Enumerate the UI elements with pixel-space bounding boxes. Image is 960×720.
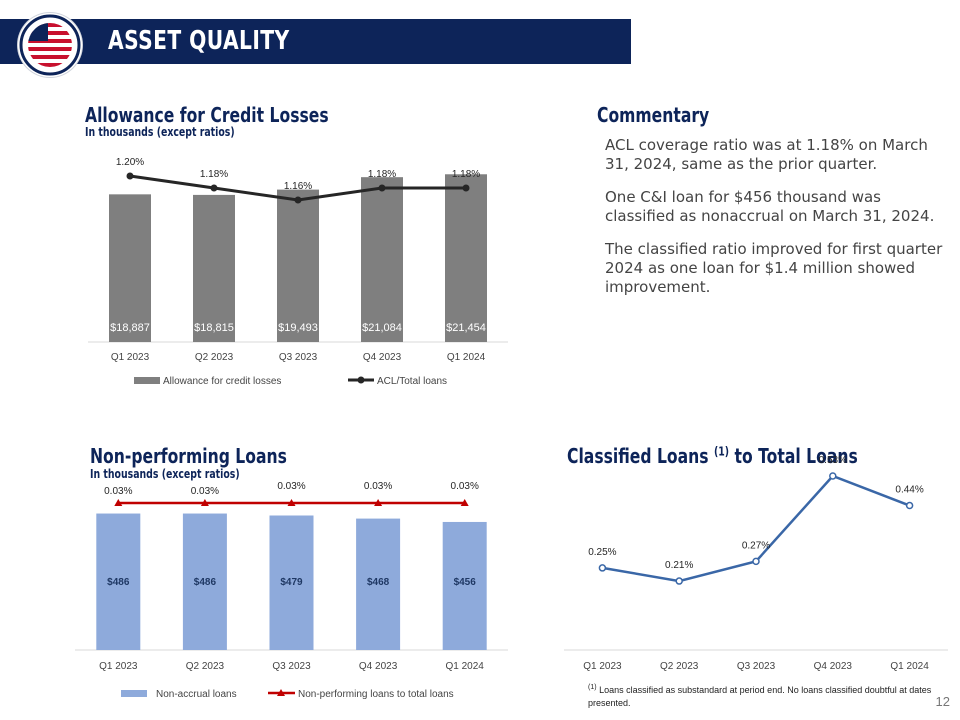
acl-bar [445, 174, 487, 342]
npl-bar-label: $486 [194, 577, 217, 588]
acl-legend-bar-label: Allowance for credit losses [163, 376, 281, 387]
npl-x-tick-label: Q4 2023 [359, 661, 398, 672]
classified-line [602, 474, 911, 583]
acl-bar-label: $19,493 [278, 322, 318, 334]
classified-x-tick-label: Q3 2023 [737, 661, 776, 672]
acl-chart-subtitle: In thousands (except ratios) [85, 125, 235, 139]
classified-x-tick-label: Q2 2023 [660, 661, 699, 672]
acl-x-tick-label: Q1 2024 [447, 352, 486, 363]
classified-point [598, 564, 607, 572]
acl-ratio-label: 1.16% [284, 181, 312, 192]
npl-ratio-point [374, 499, 383, 506]
npl-x-tick-label: Q2 2023 [186, 661, 225, 672]
classified-point-label: 0.25% [588, 547, 616, 558]
classified-point [752, 557, 760, 566]
npl-bar [269, 515, 314, 650]
acl-ratio-line [129, 174, 466, 202]
npl-bar-label: $479 [280, 577, 303, 588]
acl-legend-line-label: ACL/Total loans [377, 376, 447, 387]
npl-ratio-point [114, 499, 123, 506]
npl-chart-title: Non-performing Loans [90, 444, 287, 468]
classified-title-footnote-marker: (1) [713, 444, 730, 459]
npl-bar-label: $468 [367, 577, 390, 588]
header-bar [0, 19, 631, 64]
classified-point-label: 0.44% [895, 485, 923, 496]
acl-bar [277, 189, 319, 342]
npl-legend-line-marker [277, 689, 285, 696]
footnote-text: Loans classified as substandard at perio… [588, 685, 932, 708]
npl-x-tick-label: Q3 2023 [272, 661, 311, 672]
npl-bar [96, 513, 141, 650]
classified-point [905, 501, 914, 510]
acl-ratio-point [378, 184, 386, 192]
npl-bar [182, 513, 227, 650]
npl-bar [356, 518, 401, 650]
acl-ratio-label: 1.18% [452, 169, 480, 180]
commentary-paragraph: The classified ratio improved for first … [605, 240, 943, 296]
footnote-marker: (1) [588, 684, 597, 691]
npl-ratio-label: 0.03% [451, 481, 479, 492]
acl-x-tick-label: Q2 2023 [195, 352, 234, 363]
commentary-paragraph: One C&I loan for $456 thousand was class… [605, 188, 935, 225]
acl-bar-label: $21,454 [446, 322, 486, 334]
classified-x-tick-label: Q4 2023 [814, 661, 853, 672]
footnote: (1) Loans classified as substandard at p… [588, 681, 933, 710]
npl-ratio-point [460, 499, 469, 506]
npl-ratio-point [200, 499, 209, 506]
page-title: ASSET QUALITY [108, 26, 290, 56]
npl-legend-bar-label: Non-accrual loans [156, 689, 237, 700]
npl-bar [442, 521, 487, 650]
acl-legend-bar-swatch [134, 377, 160, 384]
page-number: 12 [935, 694, 950, 709]
acl-bar-label: $18,887 [110, 322, 150, 334]
commentary-title: Commentary [597, 103, 710, 127]
npl-ratio-label: 0.03% [277, 481, 305, 492]
npl-x-tick-label: Q1 2024 [446, 661, 485, 672]
classified-point-label: 0.21% [665, 560, 693, 571]
npl-ratio-label: 0.03% [104, 486, 132, 497]
acl-ratio-point [462, 184, 470, 192]
npl-ratio-point [287, 499, 296, 506]
acl-chart-title: Allowance for Credit Losses [85, 103, 329, 127]
npl-ratio-label: 0.03% [191, 486, 219, 497]
classified-chart-title: Classified Loans (1) to Total Loans [567, 444, 858, 468]
npl-legend-line-label: Non-performing loans to total loans [298, 689, 454, 700]
classified-x-tick-label: Q1 2024 [890, 661, 929, 672]
npl-bar-label: $486 [107, 577, 130, 588]
npl-ratio-label: 0.03% [364, 481, 392, 492]
classified-title-end: to Total Loans [729, 444, 858, 468]
acl-x-tick-label: Q1 2023 [111, 352, 150, 363]
acl-bar [193, 194, 235, 342]
commentary-paragraph: ACL coverage ratio was at 1.18% on March… [605, 136, 928, 173]
acl-x-tick-label: Q4 2023 [363, 352, 402, 363]
acl-bar [109, 194, 151, 342]
classified-point [675, 577, 683, 585]
classified-x-tick-label: Q1 2023 [583, 661, 622, 672]
acl-bar-label: $18,815 [194, 322, 234, 334]
acl-bar [361, 177, 403, 342]
acl-ratio-label: 1.18% [200, 169, 228, 180]
npl-chart-subtitle: In thousands (except ratios) [90, 467, 240, 481]
npl-bar-label: $456 [454, 577, 477, 588]
classified-title-main: Classified Loans [567, 444, 714, 468]
acl-bar-label: $21,084 [362, 322, 402, 334]
classified-point [829, 472, 837, 480]
acl-ratio-label: 1.20% [116, 157, 144, 168]
npl-x-tick-label: Q1 2023 [99, 661, 138, 672]
acl-legend-line-marker [357, 376, 365, 384]
acl-x-tick-label: Q3 2023 [279, 352, 318, 363]
acl-ratio-point [126, 172, 134, 180]
acl-ratio-point [210, 184, 218, 192]
acl-ratio-point [294, 196, 302, 204]
classified-point-label: 0.27% [742, 540, 770, 551]
logo-flag-icon [18, 13, 82, 77]
acl-ratio-label: 1.18% [368, 169, 396, 180]
npl-legend-bar-swatch [121, 690, 147, 697]
commentary-body: ACL coverage ratio was at 1.18% on March… [605, 136, 950, 311]
